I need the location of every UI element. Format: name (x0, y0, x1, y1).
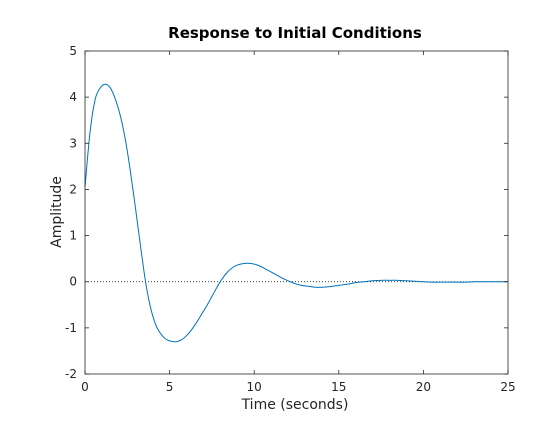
y-tick-label: 4 (69, 90, 77, 104)
plot-area: 0 5 10 15 20 25 -2 -1 0 1 2 3 4 5 (65, 44, 516, 394)
x-tick-label: 5 (166, 380, 174, 394)
y-tick-label: 5 (69, 44, 77, 58)
x-tick-label: 15 (331, 380, 346, 394)
y-tick-label: 3 (69, 136, 77, 150)
y-tick-label: -2 (65, 367, 77, 381)
axes-box (84, 50, 509, 375)
x-tick-label: 0 (81, 380, 89, 394)
y-tick-label: -1 (65, 321, 77, 335)
x-tick-label: 25 (500, 380, 515, 394)
x-axis-label: Time (seconds) (241, 397, 349, 413)
chart-title: Response to Initial Conditions (168, 24, 422, 42)
y-axis-label: Amplitude (49, 176, 65, 248)
x-tick-label: 10 (247, 380, 262, 394)
series-line-0 (84, 83, 508, 343)
y-tick-label: 1 (69, 229, 77, 243)
y-tick-label: 2 (69, 182, 77, 196)
x-tick-label: 20 (416, 380, 431, 394)
plot-background (85, 51, 508, 374)
y-tick-label: 0 (69, 275, 77, 289)
